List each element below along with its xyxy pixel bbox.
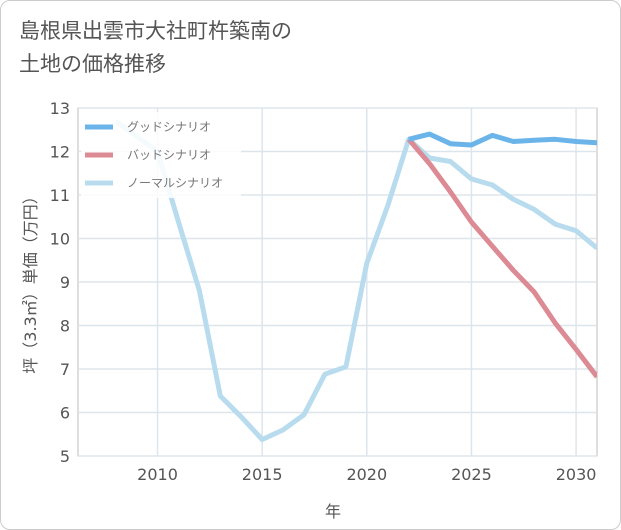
x-tick-label: 2025 [451,465,492,484]
legend-label: バッドシナリオ [127,148,211,162]
y-tick-label: 10 [50,230,70,249]
y-tick-label: 11 [50,186,70,205]
y-tick-label: 5 [60,447,70,466]
y-axis-label: 坪（3.3㎡）単価（万円） [21,188,40,374]
x-tick-label: 2030 [556,465,597,484]
series-line-0 [408,131,597,148]
chart-title-line2: 土地の価格推移 [19,52,166,76]
x-tick-labels: 2010 2015 2020 2025 2030 [137,465,596,484]
series-line-2 [114,119,597,442]
chart-title: 島根県出雲市大社町杵築南の 土地の価格推移 [19,15,292,81]
x-axis-label: 年 [324,502,341,521]
y-tick-label: 9 [60,273,70,292]
series-line-1 [406,137,597,379]
x-tick-label: 2010 [137,465,178,484]
y-tick-label: 6 [60,404,70,423]
legend-label: グッドシナリオ [127,120,211,134]
series-lines [114,119,597,442]
y-tick-label: 7 [60,360,70,379]
x-tick-label: 2015 [242,465,283,484]
y-tick-label: 13 [50,99,70,118]
chart-title-line1: 島根県出雲市大社町杵築南の [19,19,292,43]
y-tick-labels: 5 6 7 8 9 10 11 12 13 [50,99,70,466]
x-tick-label: 2020 [346,465,387,484]
y-tick-label: 12 [50,143,70,162]
legend-label: ノーマルシナリオ [127,176,223,190]
y-tick-label: 8 [60,317,70,336]
